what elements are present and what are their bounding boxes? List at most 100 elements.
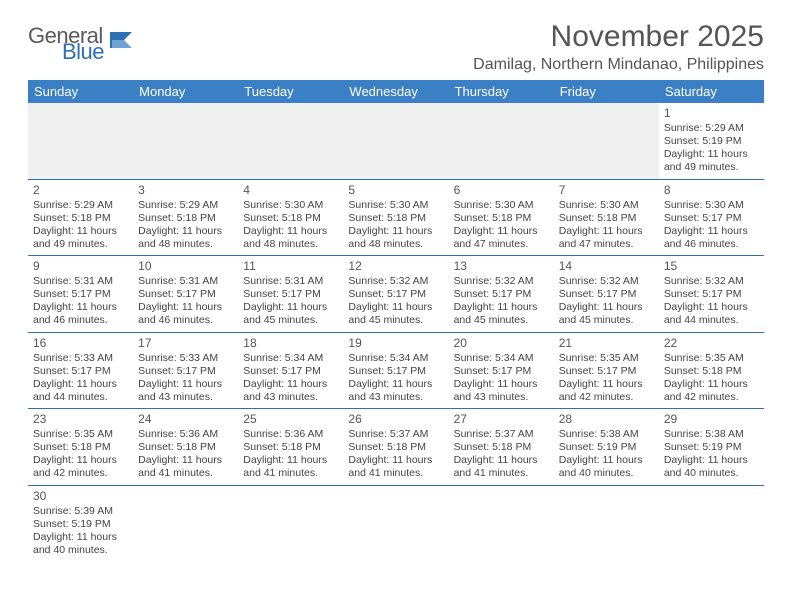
sunset-line: Sunset: 5:17 PM [33,288,128,301]
sunrise-line: Sunrise: 5:32 AM [559,275,654,288]
day-number: 26 [348,412,443,427]
calendar-day-cell: 7Sunrise: 5:30 AMSunset: 5:18 PMDaylight… [554,179,659,256]
day-number: 15 [664,259,759,274]
sunset-line: Sunset: 5:17 PM [138,288,233,301]
calendar-day-cell [133,103,238,179]
calendar-day-cell [343,103,448,179]
sunset-line: Sunset: 5:17 PM [454,288,549,301]
sunset-line: Sunset: 5:17 PM [559,288,654,301]
calendar-day-cell: 24Sunrise: 5:36 AMSunset: 5:18 PMDayligh… [133,409,238,486]
day-number: 18 [243,336,338,351]
sunset-line: Sunset: 5:19 PM [33,518,128,531]
sunset-line: Sunset: 5:18 PM [243,212,338,225]
month-title: November 2025 [473,20,764,54]
calendar-body: 1Sunrise: 5:29 AMSunset: 5:19 PMDaylight… [28,103,764,561]
calendar-day-cell: 10Sunrise: 5:31 AMSunset: 5:17 PMDayligh… [133,256,238,333]
day-number: 23 [33,412,128,427]
daylight-line: Daylight: 11 hours and 46 minutes. [33,301,128,327]
day-number: 8 [664,183,759,198]
calendar-day-cell: 30Sunrise: 5:39 AMSunset: 5:19 PMDayligh… [28,485,133,561]
day-header: Sunday [28,80,133,103]
sunset-line: Sunset: 5:17 PM [33,365,128,378]
sunrise-line: Sunrise: 5:38 AM [559,428,654,441]
daylight-line: Daylight: 11 hours and 43 minutes. [454,378,549,404]
daylight-line: Daylight: 11 hours and 48 minutes. [348,225,443,251]
sunset-line: Sunset: 5:18 PM [243,441,338,454]
day-number: 22 [664,336,759,351]
sunrise-line: Sunrise: 5:34 AM [348,352,443,365]
day-number: 1 [664,106,759,121]
sunset-line: Sunset: 5:17 PM [559,365,654,378]
calendar-day-cell: 2Sunrise: 5:29 AMSunset: 5:18 PMDaylight… [28,179,133,256]
calendar-day-cell [133,485,238,561]
sunrise-line: Sunrise: 5:38 AM [664,428,759,441]
sunset-line: Sunset: 5:18 PM [33,212,128,225]
sunrise-line: Sunrise: 5:31 AM [243,275,338,288]
calendar-day-cell: 11Sunrise: 5:31 AMSunset: 5:17 PMDayligh… [238,256,343,333]
daylight-line: Daylight: 11 hours and 43 minutes. [348,378,443,404]
title-block: November 2025 Damilag, Northern Mindanao… [473,20,764,74]
sunset-line: Sunset: 5:19 PM [664,441,759,454]
calendar-day-cell [343,485,448,561]
sunset-line: Sunset: 5:18 PM [454,441,549,454]
calendar-week-row: 16Sunrise: 5:33 AMSunset: 5:17 PMDayligh… [28,332,764,409]
calendar-day-cell: 15Sunrise: 5:32 AMSunset: 5:17 PMDayligh… [659,256,764,333]
day-number: 25 [243,412,338,427]
sunrise-line: Sunrise: 5:32 AM [664,275,759,288]
daylight-line: Daylight: 11 hours and 42 minutes. [33,454,128,480]
daylight-line: Daylight: 11 hours and 49 minutes. [664,148,759,174]
calendar-table: SundayMondayTuesdayWednesdayThursdayFrid… [28,80,764,561]
calendar-day-cell: 29Sunrise: 5:38 AMSunset: 5:19 PMDayligh… [659,409,764,486]
day-number: 6 [454,183,549,198]
calendar-day-cell: 4Sunrise: 5:30 AMSunset: 5:18 PMDaylight… [238,179,343,256]
day-number: 24 [138,412,233,427]
calendar-day-cell: 23Sunrise: 5:35 AMSunset: 5:18 PMDayligh… [28,409,133,486]
calendar-day-cell: 27Sunrise: 5:37 AMSunset: 5:18 PMDayligh… [449,409,554,486]
sunset-line: Sunset: 5:17 PM [348,365,443,378]
daylight-line: Daylight: 11 hours and 40 minutes. [33,531,128,557]
sunset-line: Sunset: 5:17 PM [243,288,338,301]
calendar-week-row: 2Sunrise: 5:29 AMSunset: 5:18 PMDaylight… [28,179,764,256]
daylight-line: Daylight: 11 hours and 45 minutes. [348,301,443,327]
daylight-line: Daylight: 11 hours and 45 minutes. [454,301,549,327]
calendar-day-cell: 12Sunrise: 5:32 AMSunset: 5:17 PMDayligh… [343,256,448,333]
calendar-day-cell: 13Sunrise: 5:32 AMSunset: 5:17 PMDayligh… [449,256,554,333]
calendar-day-cell: 5Sunrise: 5:30 AMSunset: 5:18 PMDaylight… [343,179,448,256]
calendar-week-row: 9Sunrise: 5:31 AMSunset: 5:17 PMDaylight… [28,256,764,333]
day-header: Saturday [659,80,764,103]
daylight-line: Daylight: 11 hours and 41 minutes. [348,454,443,480]
day-number: 30 [33,489,128,504]
day-header: Wednesday [343,80,448,103]
day-number: 16 [33,336,128,351]
sunrise-line: Sunrise: 5:30 AM [454,199,549,212]
sunrise-line: Sunrise: 5:37 AM [454,428,549,441]
day-number: 27 [454,412,549,427]
day-number: 9 [33,259,128,274]
sunrise-line: Sunrise: 5:39 AM [33,505,128,518]
sunrise-line: Sunrise: 5:36 AM [243,428,338,441]
sunset-line: Sunset: 5:18 PM [454,212,549,225]
logo-text-blue: Blue [62,42,104,62]
sunrise-line: Sunrise: 5:30 AM [348,199,443,212]
daylight-line: Daylight: 11 hours and 48 minutes. [243,225,338,251]
calendar-day-cell: 22Sunrise: 5:35 AMSunset: 5:18 PMDayligh… [659,332,764,409]
sunrise-line: Sunrise: 5:34 AM [243,352,338,365]
day-number: 14 [559,259,654,274]
sunrise-line: Sunrise: 5:37 AM [348,428,443,441]
calendar-day-cell: 28Sunrise: 5:38 AMSunset: 5:19 PMDayligh… [554,409,659,486]
calendar-day-cell [238,103,343,179]
day-header: Tuesday [238,80,343,103]
calendar-header-row: SundayMondayTuesdayWednesdayThursdayFrid… [28,80,764,103]
daylight-line: Daylight: 11 hours and 45 minutes. [243,301,338,327]
sunset-line: Sunset: 5:17 PM [664,288,759,301]
sunset-line: Sunset: 5:18 PM [664,365,759,378]
sunset-line: Sunset: 5:18 PM [138,441,233,454]
calendar-day-cell: 18Sunrise: 5:34 AMSunset: 5:17 PMDayligh… [238,332,343,409]
day-number: 7 [559,183,654,198]
calendar-day-cell: 14Sunrise: 5:32 AMSunset: 5:17 PMDayligh… [554,256,659,333]
sunrise-line: Sunrise: 5:31 AM [138,275,233,288]
day-number: 5 [348,183,443,198]
daylight-line: Daylight: 11 hours and 41 minutes. [243,454,338,480]
day-number: 19 [348,336,443,351]
sunset-line: Sunset: 5:19 PM [559,441,654,454]
